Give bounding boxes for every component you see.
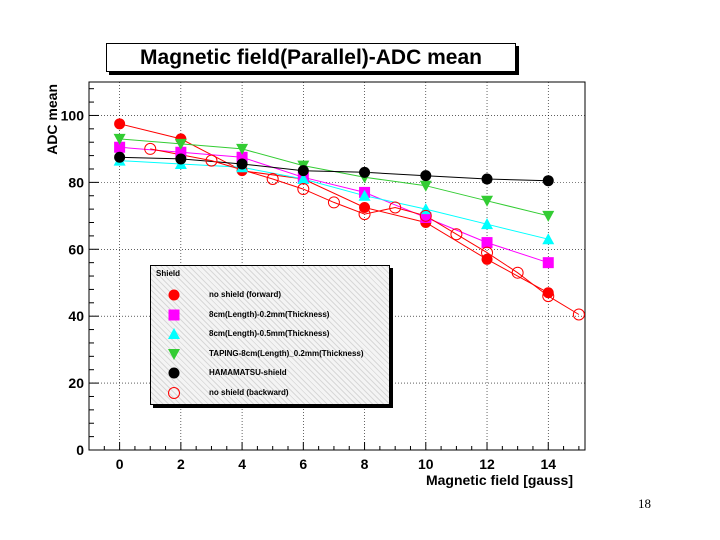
data-point-s4-2 [236,158,248,170]
data-point-s3-5 [419,180,432,192]
x-tick-label: 14 [540,456,556,472]
data-point-s4-3 [297,165,309,177]
legend-marker-filled-circle-red [168,289,180,301]
data-point-s5-11 [542,290,555,303]
data-point-s4-7 [542,175,554,187]
data-point-s3-2 [236,143,249,155]
data-point-s2-3 [297,173,310,185]
data-point-s3-0 [113,133,126,145]
x-tick-label: 6 [299,456,307,472]
legend-entry-no-shield-forward: no shield (forward) [167,288,387,302]
legend-label: no shield (backward) [209,388,289,397]
data-point-s5-7 [419,209,432,222]
y-tick-label: 0 [76,442,84,458]
legend-label: TAPING-8cm(Length)_0.2mm(Thickness) [209,349,364,358]
data-point-s1-5 [420,211,432,223]
legend-marker-square-magenta [168,309,180,321]
data-point-s1-0 [114,141,126,153]
data-point-s3-1 [174,138,187,150]
data-point-s4-0 [114,151,126,163]
page-number: 18 [638,496,651,511]
x-tick-label: 10 [418,456,434,472]
data-point-s1-7 [542,257,554,269]
data-point-s4-5 [420,170,432,182]
data-point-s3-7 [542,210,555,222]
y-tick-label: 20 [68,375,84,391]
legend-label: HAMAMATSU-shield [209,368,287,377]
legend-label: no shield (forward) [209,290,281,299]
data-point-s1-1 [175,146,187,158]
y-tick-label: 80 [68,174,84,190]
legend-marker-open-circle-red [168,387,180,399]
data-point-s5-5 [358,208,371,221]
y-tick-label: 60 [68,241,84,257]
series-line-1 [119,146,549,264]
series-line-4 [119,156,549,182]
legend-label: 8cm(Length)-0.5mm(Thickness) [209,329,330,338]
legend-entry-hamamatsu: HAMAMATSU-shield [167,366,387,380]
x-tick-label: 0 [116,456,124,472]
data-point-s0-7 [542,287,554,299]
y-tick-label: 100 [61,107,85,123]
data-point-s5-4 [327,196,340,209]
data-point-s0-0 [114,118,126,130]
data-point-s0-4 [359,201,371,213]
data-point-s5-12 [572,308,585,321]
data-point-s2-6 [481,218,494,230]
x-tick-label: 2 [177,456,185,472]
legend-marker-filled-circle-black [168,367,180,379]
data-point-s2-4 [358,189,371,201]
data-point-s1-2 [236,151,248,163]
legend-marker-triangle-up-cyan [168,328,180,339]
x-tick-label: 12 [479,456,495,472]
legend-entry-no-shield-backward: no shield (backward) [167,386,387,400]
data-point-s2-7 [542,233,555,245]
y-axis-label: ADC mean [44,84,60,155]
series-line-0 [119,123,549,294]
series-line-5 [150,148,580,315]
data-point-s5-10 [511,266,524,279]
data-point-s3-6 [481,195,494,207]
legend-label: 8cm(Length)-0.2mm(Thickness) [209,310,330,319]
data-point-s5-1 [205,154,218,167]
legend-entry-thick-02: 8cm(Length)-0.2mm(Thickness) [167,308,387,322]
chart-title: Magnetic field(Parallel)-ADC mean [106,43,516,72]
legend-entry-thick-05: 8cm(Length)-0.5mm(Thickness) [167,327,387,341]
data-point-s5-3 [297,183,310,196]
data-point-s5-8 [450,228,463,241]
legend-entry-taping: TAPING-8cm(Length)_0.2mm(Thickness) [167,347,387,361]
x-axis-label: Magnetic field [gauss] [426,472,573,488]
data-point-s5-9 [481,246,494,259]
data-point-s5-2 [266,173,279,186]
y-tick-label: 40 [68,308,84,324]
x-tick-label: 4 [238,456,246,472]
data-point-s4-6 [481,173,493,185]
data-point-s0-6 [481,253,493,265]
legend-marker-triangle-down-green [168,349,180,360]
data-point-s4-1 [175,153,187,165]
series-line-2 [119,160,549,240]
data-point-s5-6 [389,201,402,214]
legend-title: Shield [156,269,181,278]
data-point-s4-4 [359,166,371,178]
x-tick-label: 8 [361,456,369,472]
legend: Shield no shield (forward) 8cm(Length)-0… [150,265,390,405]
data-point-s5-0 [144,142,157,155]
data-point-s1-6 [481,237,493,249]
